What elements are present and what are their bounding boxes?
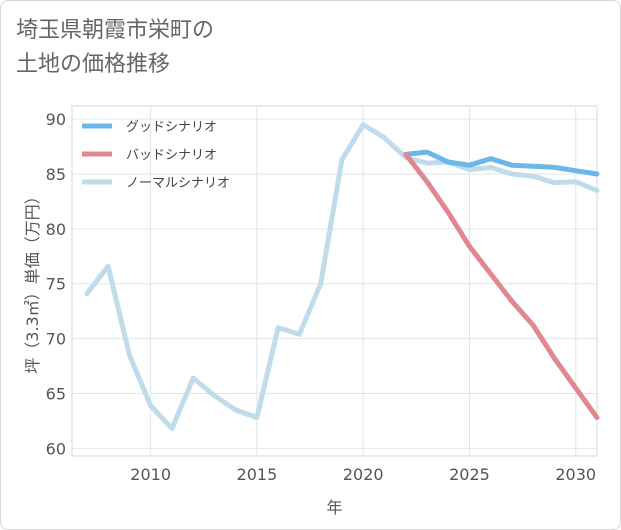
y-axis-ticks: 60 65 70 75 80 85 90	[46, 110, 66, 458]
plot-frame	[71, 105, 598, 457]
legend-label: グッドシナリオ	[126, 120, 217, 135]
x-tick-label: 2030	[555, 465, 596, 484]
x-tick-label: 2010	[130, 465, 171, 484]
series-lines	[84, 122, 600, 432]
series-line-0	[403, 149, 600, 177]
chart-title: 埼玉県朝霞市栄町の 土地の価格推移	[16, 14, 214, 82]
y-tick-label: 90	[46, 110, 66, 129]
chart-title-line-1: 埼玉県朝霞市栄町の	[16, 18, 215, 43]
x-tick-label: 2020	[343, 465, 384, 484]
chart-title-line-2: 土地の価格推移	[16, 52, 171, 77]
series-line-2	[84, 122, 600, 432]
y-tick-label: 85	[46, 165, 66, 184]
y-axis-label: 坪（3.3㎡）単価（万円）	[23, 188, 42, 373]
y-tick-label: 80	[46, 220, 66, 239]
x-tick-label: 2025	[449, 465, 490, 484]
legend-label: ノーマルシナリオ	[126, 176, 230, 191]
grid-lines	[72, 106, 597, 456]
y-tick-label: 60	[46, 439, 66, 458]
x-axis-ticks: 2010 2015 2020 2025 2030	[130, 465, 596, 484]
legend-label: バッドシナリオ	[126, 148, 217, 163]
y-tick-label: 75	[46, 275, 66, 294]
x-axis-label: 年	[326, 498, 342, 517]
series-line-1	[403, 151, 600, 421]
y-tick-label: 70	[46, 330, 66, 349]
x-tick-label: 2015	[237, 465, 278, 484]
y-tick-label: 65	[46, 384, 66, 403]
